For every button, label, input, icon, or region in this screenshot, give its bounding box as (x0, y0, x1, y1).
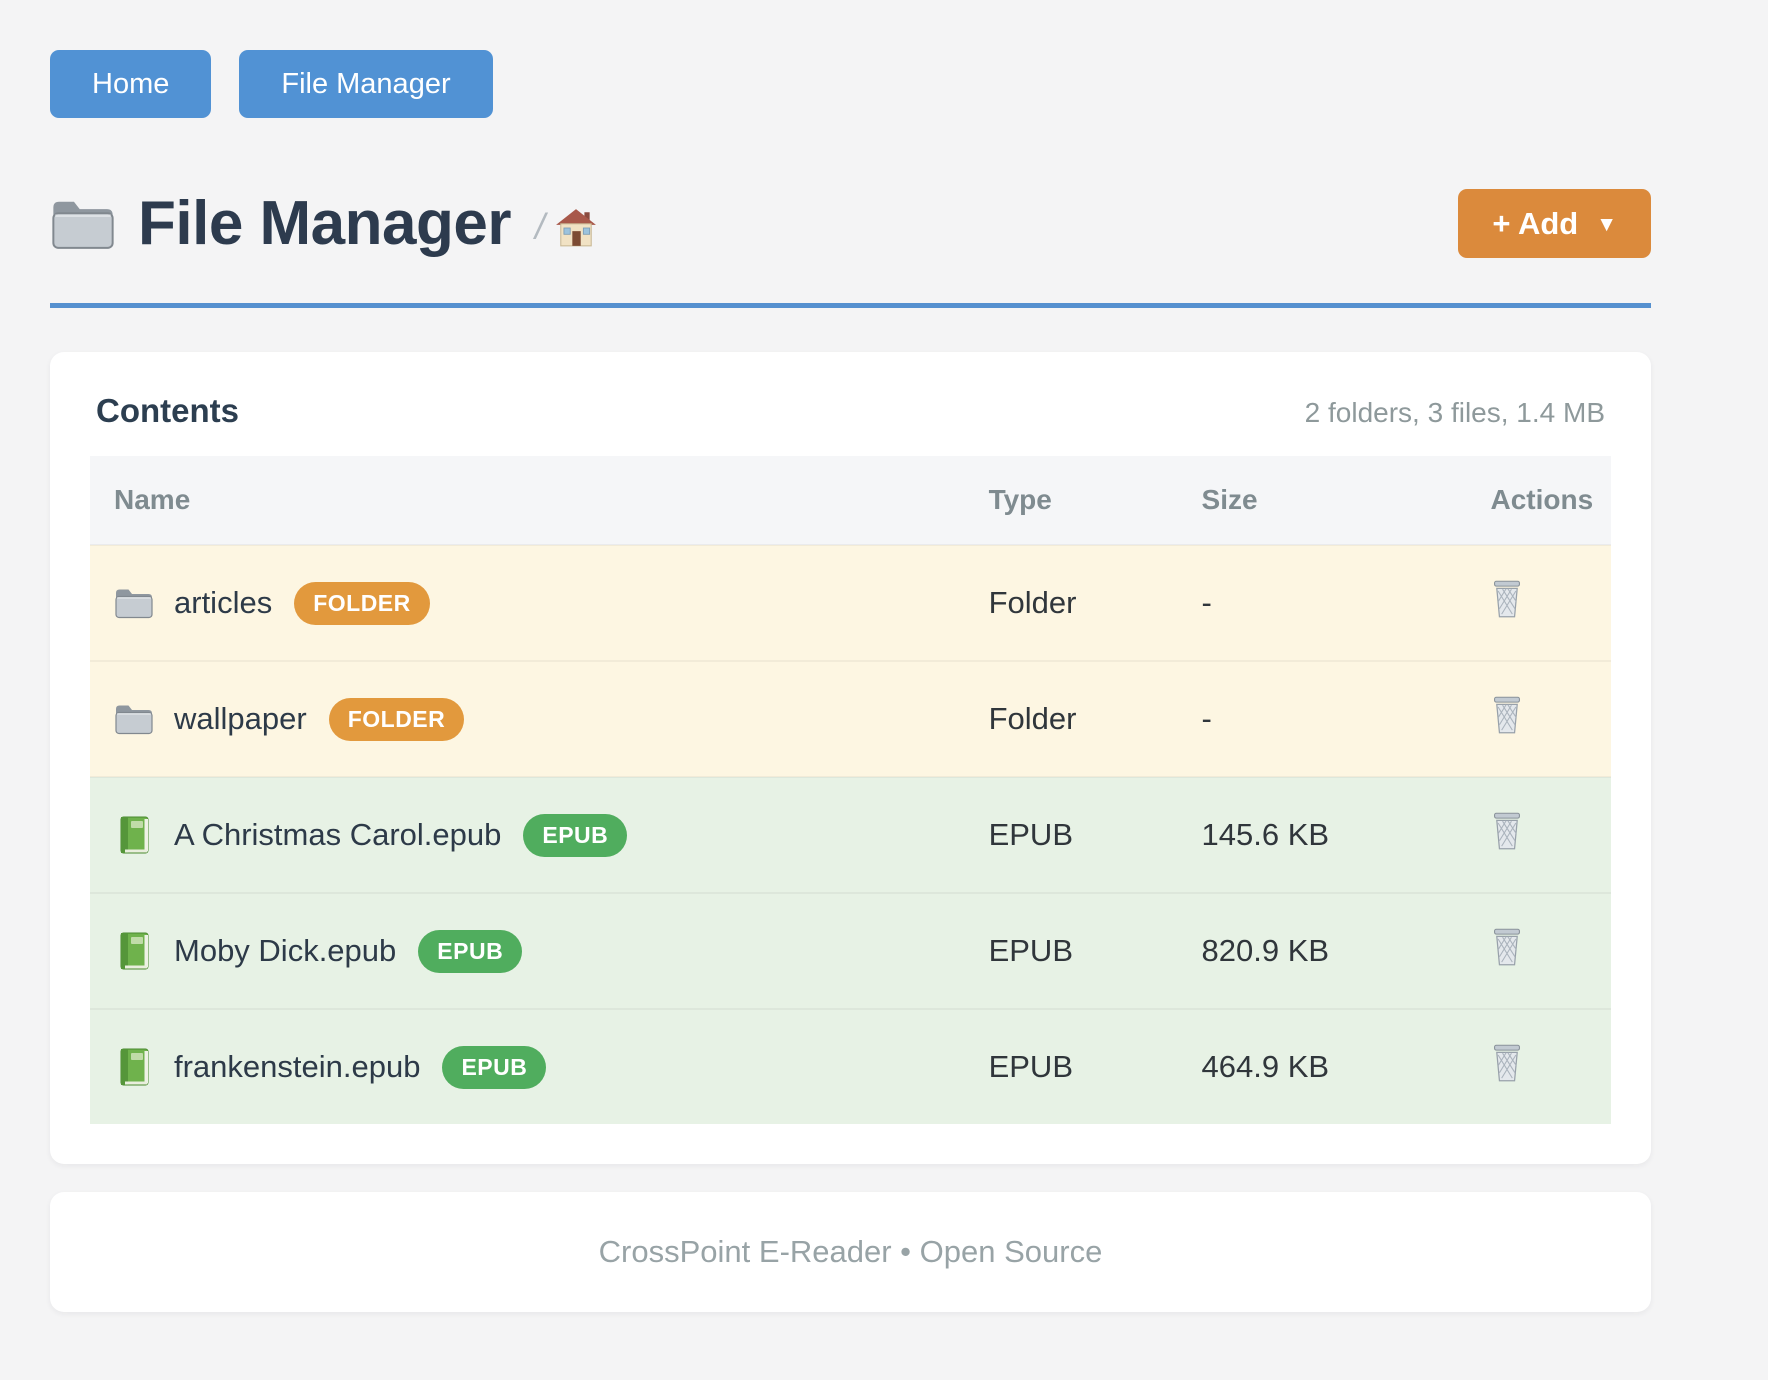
breadcrumb-separator: / (535, 205, 546, 247)
delete-button[interactable] (1491, 579, 1523, 619)
table-row: articles FOLDER Folder - (90, 544, 1611, 661)
column-header-size: Size (1177, 456, 1467, 545)
trash-icon (1491, 1043, 1523, 1083)
type-cell: EPUB (964, 1008, 1178, 1124)
table-row: frankenstein.epub EPUB EPUB 464.9 KB (90, 1008, 1611, 1124)
top-nav: Home File Manager (50, 50, 1651, 118)
contents-card: Contents 2 folders, 3 files, 1.4 MB Name… (50, 352, 1651, 1164)
caret-down-icon: ▼ (1596, 213, 1617, 236)
green-book-icon (114, 815, 154, 855)
add-button-label: + Add (1492, 205, 1579, 241)
size-cell: - (1177, 660, 1467, 777)
title-group: File Manager / (50, 188, 597, 259)
entry-name-link[interactable]: articles (174, 585, 273, 620)
delete-button[interactable] (1491, 695, 1523, 735)
table-row: Moby Dick.epub EPUB EPUB 820.9 KB (90, 892, 1611, 1009)
delete-button[interactable] (1491, 1043, 1523, 1083)
size-cell: 145.6 KB (1177, 776, 1467, 893)
table-row: wallpaper FOLDER Folder - (90, 660, 1611, 777)
delete-button[interactable] (1491, 811, 1523, 851)
size-cell: 464.9 KB (1177, 1008, 1467, 1124)
folder-icon (50, 196, 116, 252)
entry-name-link[interactable]: wallpaper (174, 701, 307, 736)
epub-badge: EPUB (418, 929, 523, 973)
card-title: Contents (96, 392, 239, 429)
folder-badge: FOLDER (294, 581, 430, 625)
green-book-icon (114, 931, 154, 971)
contents-summary: 2 folders, 3 files, 1.4 MB (1304, 397, 1605, 428)
size-cell: - (1177, 544, 1467, 661)
epub-badge: EPUB (523, 813, 628, 857)
trash-icon (1491, 927, 1523, 967)
trash-icon (1491, 695, 1523, 735)
size-cell: 820.9 KB (1177, 892, 1467, 1009)
entry-name-link[interactable]: Moby Dick.epub (174, 933, 397, 968)
page: Home File Manager File Manager / + Add ▼… (50, 50, 1651, 1312)
table-header-row: Name Type Size Actions (90, 456, 1611, 545)
add-button[interactable]: + Add ▼ (1458, 189, 1651, 258)
page-header: File Manager / + Add ▼ (50, 188, 1651, 308)
breadcrumb-home-link[interactable] (555, 207, 597, 249)
home-button[interactable]: Home (50, 50, 212, 118)
footer: CrossPoint E-Reader • Open Source (50, 1192, 1651, 1312)
file-table: Name Type Size Actions articles FOLDER F… (90, 456, 1611, 1124)
column-header-actions: Actions (1466, 456, 1611, 545)
epub-badge: EPUB (442, 1045, 547, 1089)
trash-icon (1491, 811, 1523, 851)
table-row: A Christmas Carol.epub EPUB EPUB 145.6 K… (90, 776, 1611, 893)
column-header-type: Type (964, 456, 1178, 545)
folder-icon (114, 583, 154, 623)
home-icon (555, 207, 597, 249)
type-cell: Folder (964, 660, 1178, 777)
trash-icon (1491, 579, 1523, 619)
page-title: File Manager (138, 189, 512, 258)
type-cell: EPUB (964, 776, 1178, 893)
footer-text: CrossPoint E-Reader • Open Source (598, 1234, 1103, 1269)
column-header-name: Name (90, 456, 965, 545)
entry-name-link[interactable]: A Christmas Carol.epub (174, 817, 502, 852)
type-cell: EPUB (964, 892, 1178, 1009)
card-header: Contents 2 folders, 3 files, 1.4 MB (90, 392, 1611, 430)
green-book-icon (114, 1047, 154, 1087)
folder-badge: FOLDER (328, 697, 465, 741)
type-cell: Folder (964, 544, 1178, 661)
file-manager-button[interactable]: File Manager (239, 50, 493, 118)
entry-name-link[interactable]: frankenstein.epub (174, 1049, 421, 1084)
folder-icon (114, 699, 154, 739)
delete-button[interactable] (1491, 927, 1523, 967)
